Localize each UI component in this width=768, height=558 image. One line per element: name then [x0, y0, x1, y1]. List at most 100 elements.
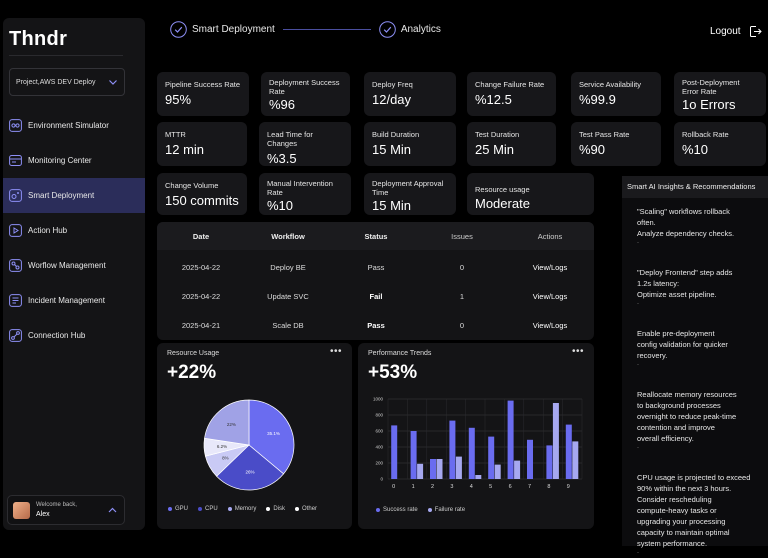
metric-value: 12 min: [165, 142, 205, 157]
sidebar-item-smart-deployment[interactable]: Smart Deployment: [3, 178, 145, 213]
more-options-icon[interactable]: •••: [329, 346, 342, 357]
metric-label: MTTR: [165, 130, 186, 139]
sidebar-item-environment-simulator[interactable]: Environment Simulator: [3, 108, 145, 143]
insight-line: Analyze dependency checks.: [637, 229, 735, 238]
panel-title: Performance Trends: [368, 350, 432, 357]
sidebar-item-monitoring-center[interactable]: Monitoring Center: [3, 143, 145, 178]
insights-list: "Scaling" workflows rollback often. Analyz…: [637, 206, 768, 558]
metric-label: Manual Intervention Rate: [267, 179, 333, 197]
insight-line: contention and improve: [637, 423, 715, 432]
metric-value: %12.5: [475, 92, 512, 107]
metric-label: Pipeline Success Rate: [165, 80, 241, 89]
legend-dot: [295, 507, 300, 511]
insight-line: system performance.: [637, 539, 708, 548]
metric-card: Pipeline Success Rate 95%: [157, 72, 249, 116]
project-select[interactable]: Project,AWS DEV Deploy: [9, 68, 125, 96]
ai-insights-panel: Smart AI Insights & Recommendations "Sca…: [622, 176, 768, 556]
view-logs-link[interactable]: View/Logs: [532, 263, 568, 272]
panel-title: Resource Usage: [167, 350, 220, 357]
metric-value: %10: [267, 198, 294, 213]
legend-item: Other: [295, 506, 317, 512]
bar-failure: [475, 475, 482, 479]
panel-big-value: +22%: [167, 362, 217, 383]
metric-card: Lead Time for Changes %3.5: [259, 122, 351, 166]
sidebar-item-label: Worflow Management: [28, 261, 106, 270]
bar-failure: [436, 459, 443, 479]
cell-workflow: Deploy BE: [270, 263, 306, 272]
metric-label: Change Failure Rate: [475, 80, 545, 89]
metric-value: Moderate: [475, 196, 530, 211]
insights-title: Smart AI Insights & Recommendations: [622, 176, 768, 198]
insight-bullet: -: [637, 362, 639, 368]
metric-value: %90: [579, 142, 606, 157]
chevron-up-icon[interactable]: [107, 505, 118, 516]
sidebar-item-label: Smart Deployment: [28, 191, 95, 200]
column-header-actions: Actions: [537, 232, 563, 241]
view-logs-link[interactable]: View/Logs: [532, 321, 568, 330]
bar-success: [410, 431, 417, 479]
insight-line: overall efficiency.: [637, 434, 694, 443]
more-options-icon[interactable]: •••: [571, 346, 584, 357]
cell-workflow: Update SVC: [267, 292, 309, 301]
panel-big-value: +53%: [368, 362, 418, 383]
sidebar-item-incident-management[interactable]: Incident Management: [3, 283, 145, 318]
metric-card: Build Duration 15 Min: [364, 122, 456, 166]
y-tick-label: 400: [375, 445, 383, 450]
view-logs-link[interactable]: View/Logs: [532, 292, 568, 301]
bar-success: [468, 427, 475, 479]
cell-date: 2025-04-22: [181, 263, 221, 272]
legend-dot: [266, 507, 271, 511]
sidebar-item-label: Monitoring Center: [28, 156, 92, 165]
deploy-icon: [9, 189, 22, 202]
performance-trends-panel: Performance Trends ••• +53% 1000 800 600 40…: [358, 343, 594, 529]
metric-card: Change Volume 150 commits: [157, 173, 247, 215]
pie-data-label: 6.2%: [217, 444, 227, 449]
legend-item: GPU: [168, 506, 188, 512]
insight-line: "Deploy Frontend" step adds: [637, 268, 733, 277]
legend-dot: [168, 507, 172, 511]
cell-date: 2025-04-21: [181, 321, 221, 330]
cell-status: Fail: [369, 292, 383, 301]
column-header-date: Date: [192, 232, 210, 241]
bar-failure: [494, 464, 501, 479]
insight-line: often.: [637, 218, 656, 227]
sidebar-item-action-hub[interactable]: Action Hub: [3, 213, 145, 248]
x-tick-label: 7: [528, 484, 531, 490]
legend-item: Failure rate: [427, 507, 465, 513]
bar-legend: Success rate Failure rate: [376, 507, 475, 513]
simulator-icon: [9, 119, 22, 132]
metric-value: 25 Min: [475, 142, 515, 157]
resource-pie-chart: 35.1% 26% 8% 6.2% 22%: [203, 399, 295, 491]
welcome-text: Welcome back,: [36, 502, 77, 508]
insight-line: 90% within the next 3 hours.: [637, 484, 732, 493]
logout-button[interactable]: Logout: [710, 25, 762, 38]
pie-data-label: 8%: [222, 456, 229, 461]
sidebar-item-workflow-management[interactable]: Worflow Management: [3, 248, 145, 283]
insight-bullet: -: [637, 301, 639, 307]
pie-slice-gpu: [248, 399, 295, 475]
step-analytics[interactable]: Analytics: [379, 20, 441, 38]
x-tick-label: 0: [392, 484, 395, 490]
legend-dot: [198, 507, 203, 511]
metric-value: 95%: [165, 92, 192, 107]
insight-line: CPU usage is projected to exceed: [637, 473, 751, 482]
x-tick-label: 2: [431, 484, 434, 490]
metric-label: Test Duration: [475, 130, 520, 139]
metric-label: Rollback Rate: [682, 130, 729, 139]
bar-failure: [514, 460, 521, 479]
legend-item: Memory: [227, 506, 256, 512]
app-logo[interactable]: Thndr: [9, 28, 68, 50]
legend-label: Other: [302, 506, 318, 512]
cell-workflow: Scale DB: [272, 321, 304, 330]
insight-item: "Scaling" workflows rollback often. Analyz…: [637, 206, 768, 247]
bar-failure: [572, 441, 579, 479]
pie-data-label: 26%: [245, 469, 254, 474]
insight-item: CPU usage is projected to exceed 90% with…: [637, 472, 768, 557]
metric-value: %99.9: [579, 92, 616, 107]
y-tick-label: 1000: [373, 397, 384, 402]
user-card[interactable]: Welcome back, Alex: [7, 495, 125, 525]
cell-issues: 0: [459, 321, 465, 330]
step-smart-deployment[interactable]: Smart Deployment: [170, 20, 275, 38]
sidebar-item-connection-hub[interactable]: Connection Hub: [3, 318, 145, 353]
connection-icon: [9, 329, 22, 342]
